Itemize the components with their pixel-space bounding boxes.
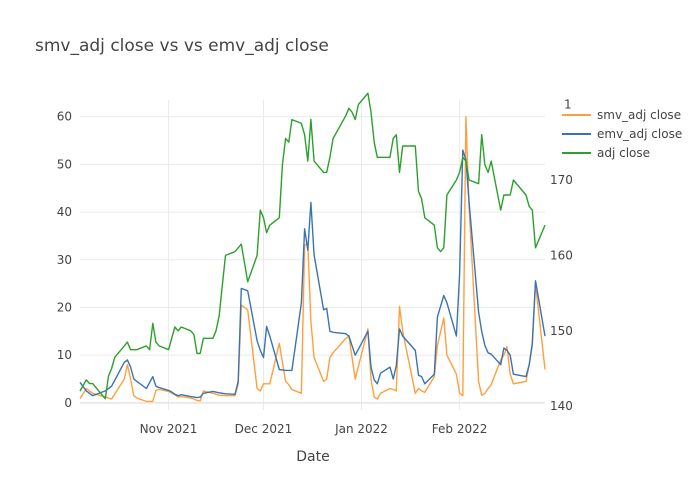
series-line-smv-adj-close [79,115,546,403]
y-left-tick-label: 60 [57,110,72,124]
series-lines [79,92,546,403]
y-right-tick-label-top: 1 [564,98,572,112]
y-left-tick-label: 30 [57,253,72,267]
y-right-tick-label: 150 [550,324,573,338]
legend-label: emv_adj close [597,127,682,141]
x-tick-label: Feb 2022 [432,422,488,436]
y-right-tick-label: 140 [550,399,573,413]
y-left-tick-label: 20 [57,300,72,314]
legend-label: smv_adj close [597,108,681,122]
y-left-tick-label: 0 [64,396,72,410]
series-line-adj-close [79,92,546,400]
x-tick-label: Dec 2021 [235,422,293,436]
series-line-emv-adj-close [79,149,546,399]
y-left-tick-label: 10 [57,348,72,362]
x-axis-title: Date [296,449,329,465]
legend-item[interactable]: smv_adj close [562,108,681,122]
gridlines [80,100,545,410]
x-tick-label: Nov 2021 [140,422,198,436]
legend-item[interactable]: adj close [562,146,650,160]
y-left-tick-label: 50 [57,157,72,171]
y-right-tick-label: 170 [550,173,573,187]
legend[interactable]: smv_adj close emv_adj close adj close [562,108,682,160]
x-tick-label: Jan 2022 [334,422,388,436]
chart-title: smv_adj close vs vs emv_adj close [35,36,329,56]
y-right-tick-label: 160 [550,248,573,262]
legend-item[interactable]: emv_adj close [562,127,682,141]
y-left-tick-label: 40 [57,205,72,219]
tick-labels: 0 10 20 30 40 50 60 Nov 2021 Dec 2021 Jan 2022 Feb… [57,98,573,436]
legend-label: adj close [597,146,650,160]
